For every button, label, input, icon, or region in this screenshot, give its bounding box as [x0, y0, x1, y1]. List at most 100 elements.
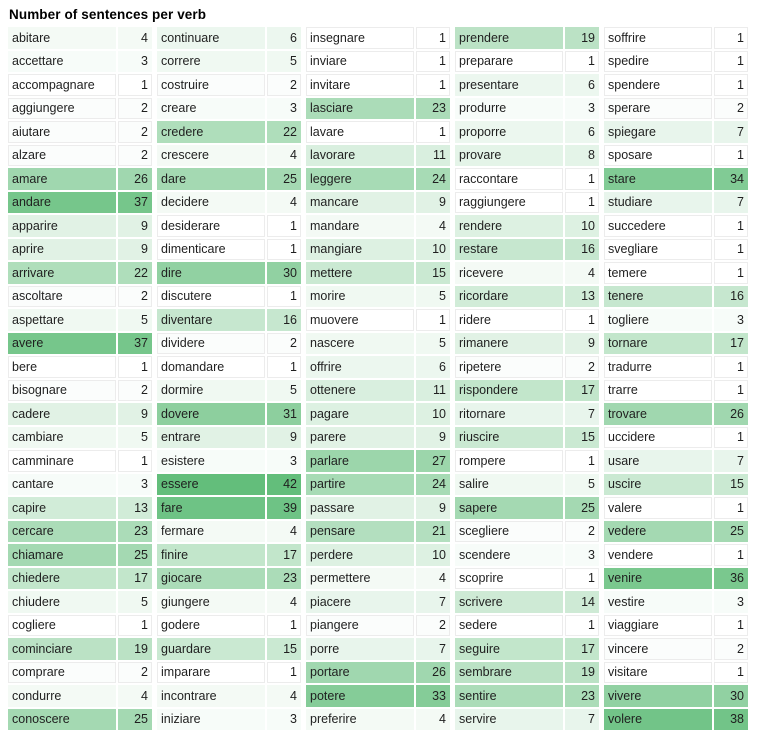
- verb-cell: preferire: [306, 708, 416, 732]
- verb-cell: cercare: [8, 520, 118, 544]
- count-cell: 1: [416, 74, 455, 98]
- count-cell: 4: [118, 685, 157, 709]
- table-row: condurre 4 incontrare 4 potere 33 sentire 23 viv…: [8, 685, 753, 709]
- verb-cell: ascoltare: [8, 285, 118, 309]
- count-cell: 13: [118, 497, 157, 521]
- count-cell: 5: [118, 591, 157, 615]
- verb-cell: bere: [8, 356, 118, 380]
- count-cell: 25: [714, 520, 753, 544]
- verb-cell: capire: [8, 497, 118, 521]
- verb-cell: mandare: [306, 215, 416, 239]
- count-cell: 2: [267, 332, 306, 356]
- verb-cell: proporre: [455, 121, 565, 145]
- count-cell: 9: [416, 497, 455, 521]
- verb-cell: partire: [306, 473, 416, 497]
- verb-cell: morire: [306, 285, 416, 309]
- count-cell: 2: [565, 520, 604, 544]
- count-cell: 4: [267, 144, 306, 168]
- count-cell: 1: [714, 50, 753, 74]
- count-cell: 5: [416, 285, 455, 309]
- verb-cell: ridere: [455, 309, 565, 333]
- verb-cell: finire: [157, 544, 267, 568]
- verb-table-body: abitare 4 continuare 6 insegnare 1 prendere 19 s…: [8, 27, 753, 732]
- count-cell: 17: [118, 567, 157, 591]
- count-cell: 4: [267, 591, 306, 615]
- count-cell: 1: [714, 144, 753, 168]
- table-row: conoscere 25 iniziare 3 preferire 4 servire 7 vo…: [8, 708, 753, 732]
- table-row: cercare 23 fermare 4 pensare 21 scegliere 2 vede…: [8, 520, 753, 544]
- count-cell: 5: [267, 50, 306, 74]
- count-cell: 2: [267, 74, 306, 98]
- verb-cell: viaggiare: [604, 614, 714, 638]
- count-cell: 5: [565, 473, 604, 497]
- count-cell: 26: [118, 168, 157, 192]
- count-cell: 15: [267, 638, 306, 662]
- verb-cell: restare: [455, 238, 565, 262]
- table-row: amare 26 dare 25 leggere 24 raccontare 1 stare 34: [8, 168, 753, 192]
- verb-cell: scendere: [455, 544, 565, 568]
- count-cell: 3: [714, 309, 753, 333]
- verb-cell: vincere: [604, 638, 714, 662]
- verb-cell: usare: [604, 450, 714, 474]
- verb-cell: cantare: [8, 473, 118, 497]
- count-cell: 17: [714, 332, 753, 356]
- count-cell: 1: [565, 309, 604, 333]
- count-cell: 10: [565, 215, 604, 239]
- count-cell: 39: [267, 497, 306, 521]
- verb-cell: muovere: [306, 309, 416, 333]
- verb-cell: bisognare: [8, 379, 118, 403]
- verb-cell: potere: [306, 685, 416, 709]
- verb-cell: accompagnare: [8, 74, 118, 98]
- count-cell: 2: [118, 121, 157, 145]
- count-cell: 42: [267, 473, 306, 497]
- count-cell: 15: [416, 262, 455, 286]
- count-cell: 9: [118, 238, 157, 262]
- verb-cell: vivere: [604, 685, 714, 709]
- verb-cell: inviare: [306, 50, 416, 74]
- count-cell: 7: [416, 638, 455, 662]
- count-cell: 31: [267, 403, 306, 427]
- table-row: aggiungere 2 creare 3 lasciare 23 produrre 3 spe…: [8, 97, 753, 121]
- count-cell: 7: [565, 403, 604, 427]
- table-row: cogliere 1 godere 1 piangere 2 sedere 1 viaggiar…: [8, 614, 753, 638]
- count-cell: 1: [714, 238, 753, 262]
- count-cell: 2: [118, 379, 157, 403]
- verb-cell: ricordare: [455, 285, 565, 309]
- verb-cell: arrivare: [8, 262, 118, 286]
- count-cell: 2: [714, 638, 753, 662]
- verb-cell: togliere: [604, 309, 714, 333]
- verb-cell: sedere: [455, 614, 565, 638]
- verb-cell: comprare: [8, 661, 118, 685]
- verb-cell: credere: [157, 121, 267, 145]
- count-cell: 2: [118, 661, 157, 685]
- count-cell: 6: [416, 356, 455, 380]
- count-cell: 36: [714, 567, 753, 591]
- verb-frequency-table: abitare 4 continuare 6 insegnare 1 prendere 19 s…: [8, 27, 753, 732]
- count-cell: 1: [267, 215, 306, 239]
- verb-cell: conoscere: [8, 708, 118, 732]
- count-cell: 1: [118, 356, 157, 380]
- verb-cell: continuare: [157, 27, 267, 51]
- table-row: avere 37 dividere 2 nascere 5 rimanere 9 tornare…: [8, 332, 753, 356]
- verb-cell: spedire: [604, 50, 714, 74]
- verb-cell: raccontare: [455, 168, 565, 192]
- count-cell: 14: [565, 591, 604, 615]
- count-cell: 4: [416, 708, 455, 732]
- verb-cell: pagare: [306, 403, 416, 427]
- count-cell: 38: [714, 708, 753, 732]
- verb-cell: vendere: [604, 544, 714, 568]
- verb-cell: volere: [604, 708, 714, 732]
- verb-cell: esistere: [157, 450, 267, 474]
- count-cell: 1: [714, 74, 753, 98]
- count-cell: 7: [714, 191, 753, 215]
- count-cell: 15: [714, 473, 753, 497]
- verb-cell: lasciare: [306, 97, 416, 121]
- count-cell: 4: [118, 27, 157, 51]
- verb-cell: decidere: [157, 191, 267, 215]
- count-cell: 1: [714, 262, 753, 286]
- verb-cell: aiutare: [8, 121, 118, 145]
- count-cell: 1: [714, 215, 753, 239]
- count-cell: 19: [565, 27, 604, 51]
- verb-cell: raggiungere: [455, 191, 565, 215]
- count-cell: 1: [118, 74, 157, 98]
